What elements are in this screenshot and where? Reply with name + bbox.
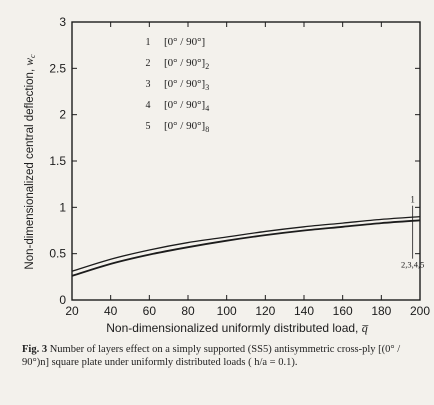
- x-tick-label: 100: [217, 304, 237, 318]
- series-line-2: [71, 219, 421, 277]
- y-tick-label: 1: [59, 200, 66, 214]
- x-tick-label: 200: [410, 304, 430, 318]
- legend-number: 4: [146, 100, 151, 111]
- legend-number: 3: [146, 79, 151, 90]
- legend-label: [0° / 90°]: [164, 36, 205, 48]
- plot-frame: [71, 21, 421, 301]
- y-tick-label: 2: [59, 108, 66, 122]
- legend-label: [0° / 90°]2: [164, 57, 209, 71]
- y-tick-label: 1.5: [49, 154, 66, 168]
- x-tick-label: 40: [104, 304, 118, 318]
- x-tick-label: 140: [294, 304, 314, 318]
- x-tick-label: 60: [143, 304, 157, 318]
- y-tick-label: 0.5: [49, 247, 66, 261]
- x-tick-label: 180: [371, 304, 391, 318]
- annotation-label-1: 1: [410, 195, 415, 205]
- y-tick-label: 0: [59, 293, 66, 307]
- legend-label: [0° / 90°]3: [164, 78, 209, 92]
- x-tick-label: 20: [65, 304, 79, 318]
- caption-text: Number of layers effect on a simply supp…: [22, 344, 401, 368]
- x-tick-label: 80: [181, 304, 195, 318]
- legend-label: [0° / 90°]4: [164, 99, 209, 113]
- y-tick-label: 2.5: [49, 61, 66, 75]
- x-tick-label: 120: [255, 304, 275, 318]
- legend-number: 5: [146, 121, 151, 132]
- series-line-1: [71, 215, 421, 272]
- x-axis-label: Non-dimensionalized uniformly distribute…: [106, 321, 368, 335]
- legend-number: 1: [146, 37, 151, 48]
- y-tick-label: 3: [59, 15, 66, 29]
- annotation-label-2: 2,3,4,5: [401, 260, 424, 270]
- legend-number: 2: [146, 58, 151, 69]
- caption-label: Fig. 3: [22, 344, 48, 355]
- legend-label: [0° / 90°]8: [164, 120, 209, 134]
- figure-caption: Fig. 3 Number of layers effect on a simp…: [22, 343, 422, 369]
- x-tick-label: 160: [333, 304, 353, 318]
- y-axis-label: Non-dimensionalized central deflection, …: [24, 54, 37, 270]
